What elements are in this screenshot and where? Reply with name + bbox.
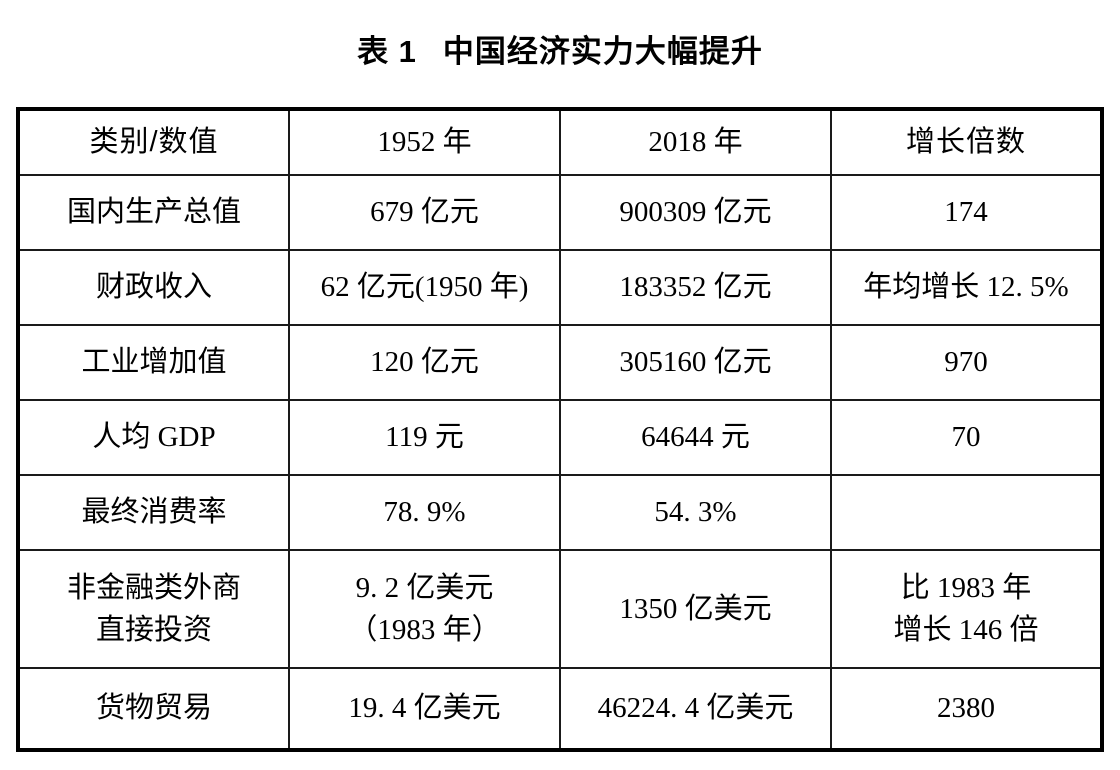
- cell-2018: 305160 亿元: [559, 324, 832, 401]
- table-row: 财政收入 62 亿元(1950 年) 183352 亿元 年均增长 12. 5%: [17, 249, 1103, 326]
- cell-2018: 54. 3%: [559, 474, 832, 551]
- table-row: 人均 GDP 119 元 64644 元 70: [17, 399, 1103, 476]
- table-row: 国内生产总值 679 亿元 900309 亿元 174: [17, 174, 1103, 251]
- table-row: 货物贸易 19. 4 亿美元 46224. 4 亿美元 2380: [17, 667, 1103, 751]
- cell-growth: 比 1983 年 增长 146 倍: [830, 549, 1103, 669]
- cell-growth: 年均增长 12. 5%: [830, 249, 1103, 326]
- cell-category: 货物贸易: [17, 667, 290, 751]
- cell-category: 非金融类外商 直接投资: [17, 549, 290, 669]
- table-number-label: 表 1: [357, 34, 417, 69]
- cell-1952: 9. 2 亿美元 （1983 年）: [288, 549, 561, 669]
- cell-growth: 70: [830, 399, 1103, 476]
- cell-2018: 183352 亿元: [559, 249, 832, 326]
- cell-1952: 78. 9%: [288, 474, 561, 551]
- cell-growth: 970: [830, 324, 1103, 401]
- table-header-row: 类别/数值 1952 年 2018 年 增长倍数: [17, 108, 1103, 176]
- cell-1952: 679 亿元: [288, 174, 561, 251]
- header-cell-1952: 1952 年: [288, 108, 561, 176]
- table-row: 非金融类外商 直接投资 9. 2 亿美元 （1983 年） 1350 亿美元 比…: [17, 549, 1103, 669]
- table-title: 表 1 中国经济实力大幅提升: [0, 26, 1120, 71]
- table-row: 最终消费率 78. 9% 54. 3%: [17, 474, 1103, 551]
- cell-2018: 900309 亿元: [559, 174, 832, 251]
- cell-1952: 119 元: [288, 399, 561, 476]
- cell-category: 国内生产总值: [17, 174, 290, 251]
- header-cell-2018: 2018 年: [559, 108, 832, 176]
- header-cell-growth: 增长倍数: [830, 108, 1103, 176]
- cell-2018: 46224. 4 亿美元: [559, 667, 832, 751]
- cell-growth: 174: [830, 174, 1103, 251]
- cell-2018: 64644 元: [559, 399, 832, 476]
- cell-growth: 2380: [830, 667, 1103, 751]
- cell-1952: 120 亿元: [288, 324, 561, 401]
- header-cell-category: 类别/数值: [17, 108, 290, 176]
- cell-1952: 19. 4 亿美元: [288, 667, 561, 751]
- cell-growth: [830, 474, 1103, 551]
- cell-category: 最终消费率: [17, 474, 290, 551]
- cell-category: 人均 GDP: [17, 399, 290, 476]
- cell-2018: 1350 亿美元: [559, 549, 832, 669]
- table-row: 工业增加值 120 亿元 305160 亿元 970: [17, 324, 1103, 401]
- cell-1952: 62 亿元(1950 年): [288, 249, 561, 326]
- cell-category: 工业增加值: [17, 324, 290, 401]
- table-title-text: 中国经济实力大幅提升: [442, 34, 763, 69]
- cell-category: 财政收入: [17, 249, 290, 326]
- economy-table: 类别/数值 1952 年 2018 年 增长倍数 国内生产总值 679 亿元 9…: [16, 107, 1104, 752]
